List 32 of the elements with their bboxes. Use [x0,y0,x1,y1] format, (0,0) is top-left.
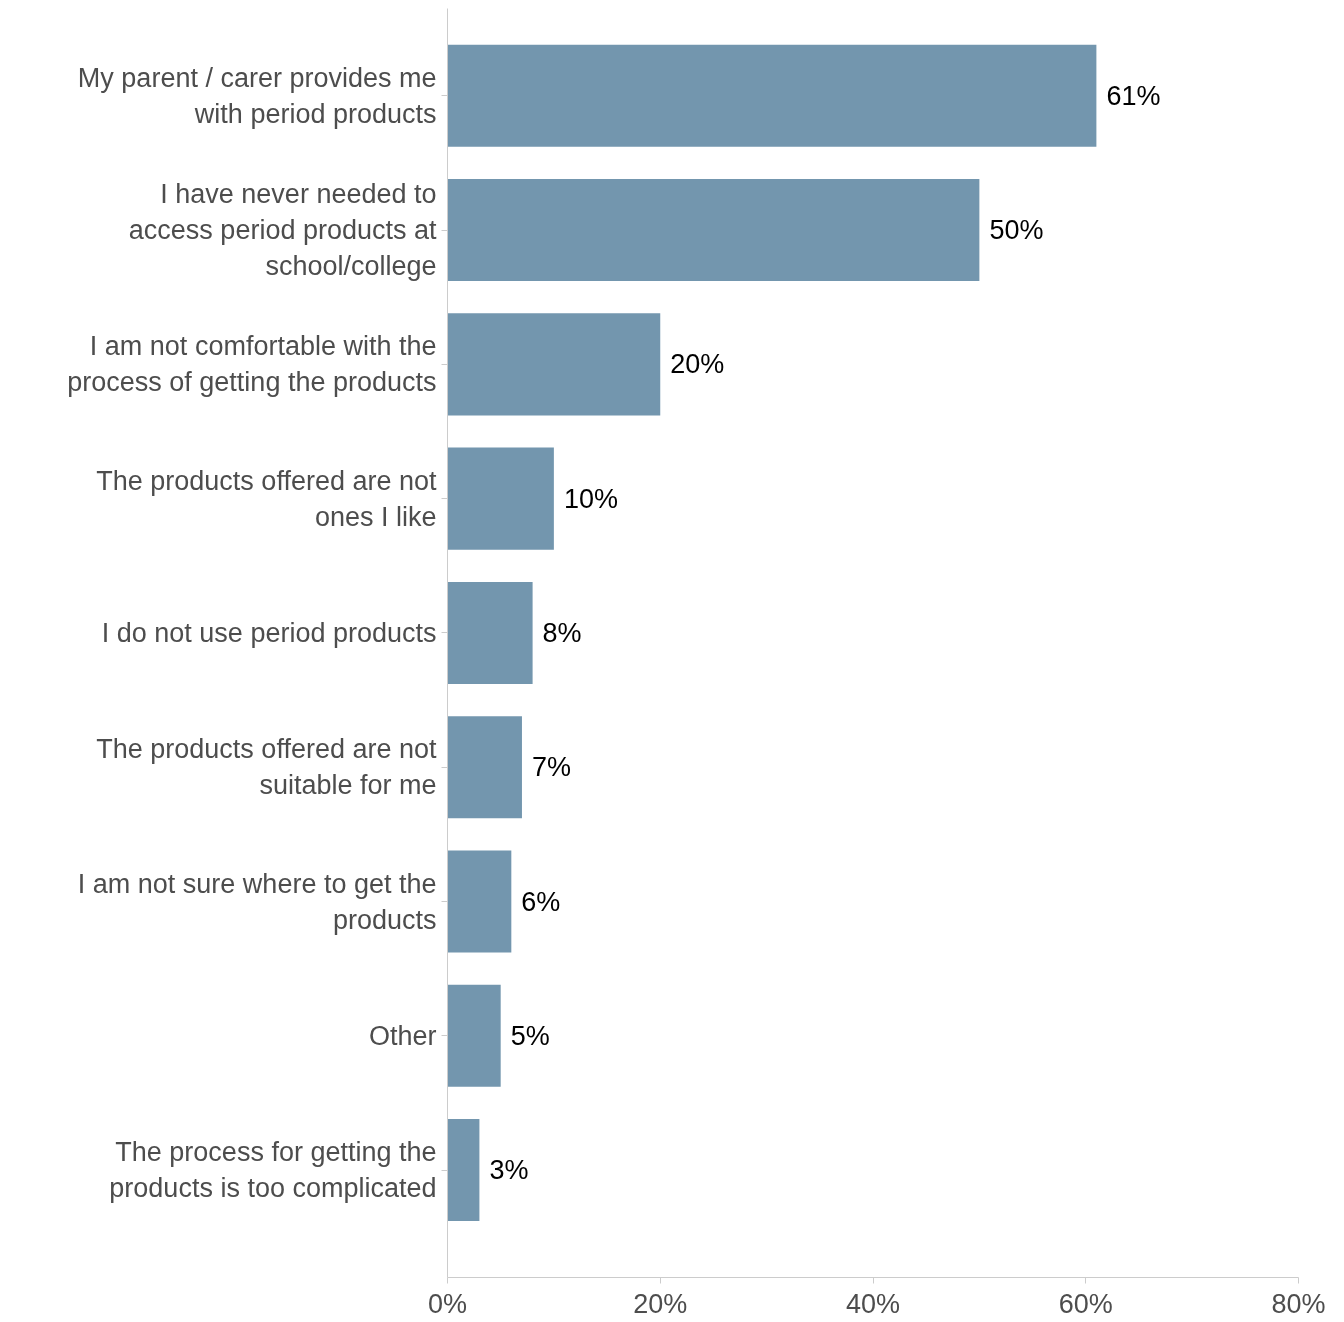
data-label: 5% [510,1020,550,1051]
bar [447,581,533,684]
x-tick-label: 0% [427,1288,468,1319]
data-label: 8% [542,617,582,648]
bar [447,313,661,416]
bar [447,44,1097,147]
data-label: 7% [531,752,571,783]
data-label: 6% [521,886,561,917]
y-tick-label: I am not sure where to get the products [77,868,437,935]
y-tick-label: My parent / carer provides me with period products [77,62,437,129]
data-label: 61% [1106,80,1161,111]
data-label: 10% [563,483,618,514]
x-tick-label: 40% [845,1288,901,1319]
x-tick-label: 80% [1271,1288,1326,1319]
bar [447,447,554,550]
bar [447,984,501,1087]
bar [447,1119,480,1222]
bar [447,716,522,819]
bar [447,850,512,953]
y-tick-label: I have never needed to access period products at school/college [128,179,437,282]
data-label: 20% [670,349,725,380]
y-tick-label: The products offered are not suitable for me [96,734,437,801]
x-tick-label: 60% [1058,1288,1113,1319]
bar [447,179,980,282]
x-tick-label: 20% [633,1288,688,1319]
y-tick-label: I do not use period products [101,617,437,648]
data-label: 50% [989,215,1044,246]
y-tick-label: I am not comfortable with the process of getting the products [67,331,437,398]
y-tick-label: The process for getting the products is too complicated [109,1137,437,1204]
data-label: 3% [489,1155,529,1186]
y-tick-label: The products offered are not ones I like [96,465,437,532]
y-tick-label: Other [368,1020,437,1051]
